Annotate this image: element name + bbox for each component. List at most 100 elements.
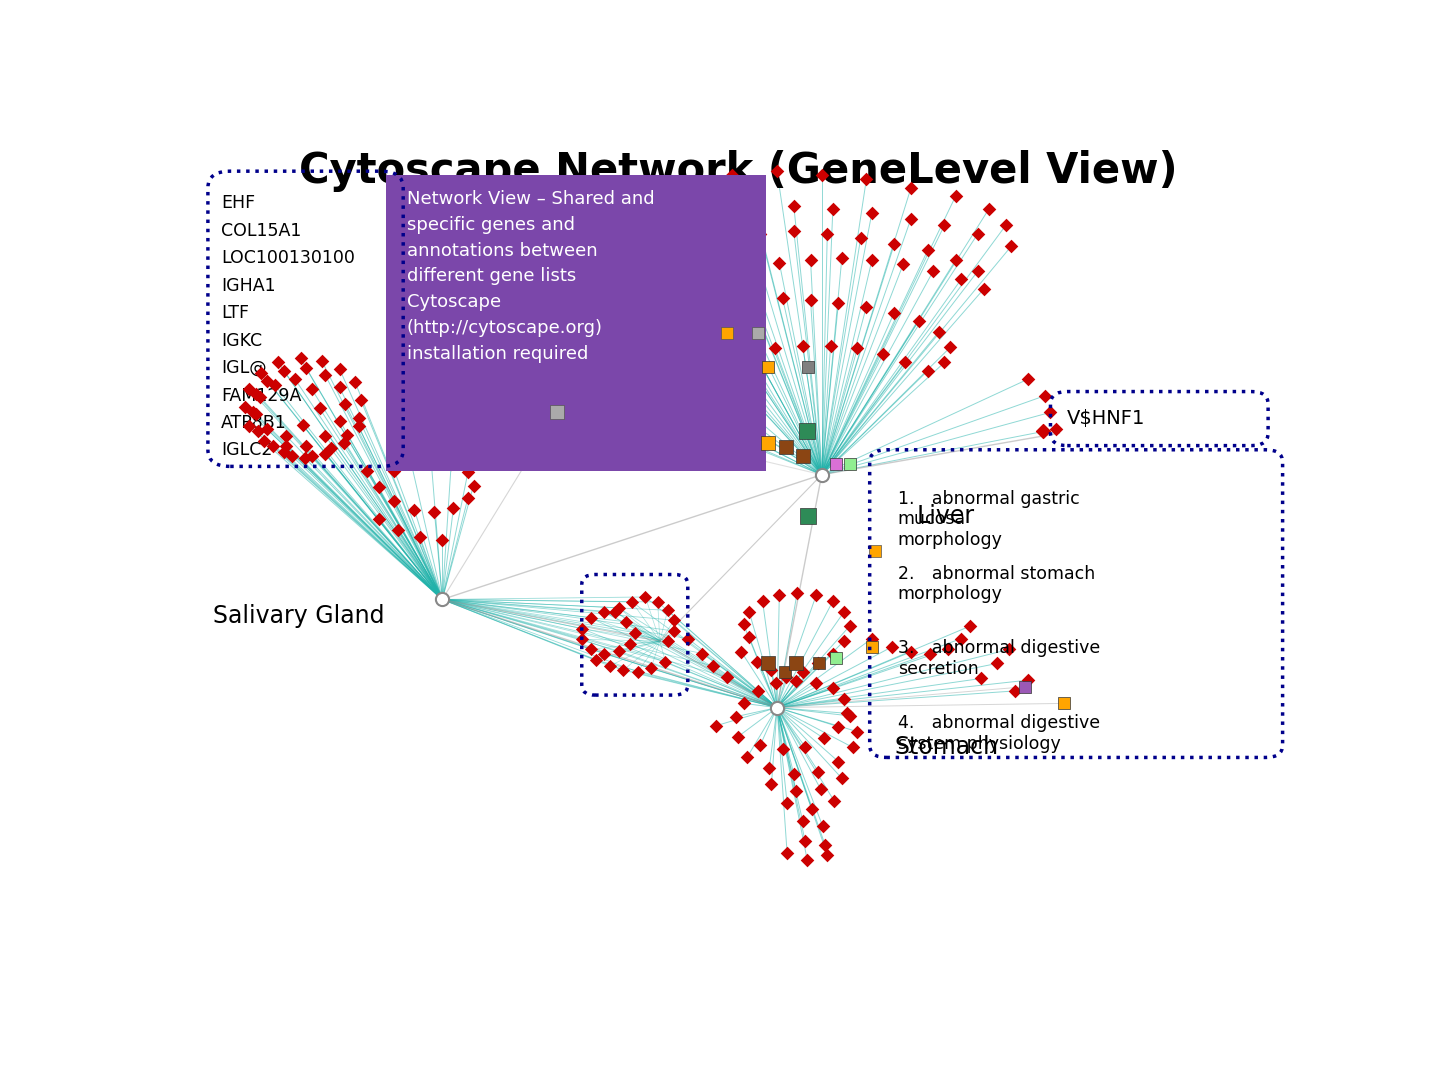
Point [815, 225, 838, 242]
Point [585, 651, 608, 669]
Point [796, 851, 819, 868]
Point [743, 291, 766, 308]
Point [838, 618, 861, 635]
Point [334, 395, 357, 413]
Point [831, 249, 854, 267]
Point [431, 531, 454, 549]
Point [985, 654, 1008, 672]
Point [814, 836, 837, 853]
Point [821, 200, 844, 217]
Point [255, 373, 278, 390]
Text: LOC100130100: LOC100130100 [222, 249, 356, 268]
Point [716, 294, 739, 311]
Text: Liver: Liver [917, 503, 975, 528]
Point [939, 339, 962, 356]
Point [907, 312, 930, 329]
Point [347, 418, 370, 435]
Point [825, 649, 848, 666]
Point [386, 522, 409, 539]
Point [799, 252, 822, 269]
Point [246, 422, 269, 440]
Point [796, 422, 819, 440]
Point [756, 434, 779, 451]
Point [736, 343, 759, 361]
Point [785, 654, 808, 672]
Point [615, 613, 638, 631]
Point [1014, 678, 1037, 696]
Point [423, 503, 446, 521]
Point [832, 690, 855, 707]
Point [314, 445, 337, 462]
Point [861, 204, 884, 221]
Point [399, 454, 422, 471]
Point [775, 438, 798, 456]
Text: 1. abnormal gastric
mucosa
morphology: 1. abnormal gastric mucosa morphology [897, 489, 1080, 550]
Point [927, 323, 950, 340]
Point [883, 303, 906, 321]
Point [737, 256, 760, 273]
Text: COL15A1: COL15A1 [222, 221, 301, 240]
Point [801, 800, 824, 818]
Point [746, 683, 769, 700]
Point [249, 389, 272, 406]
Point [677, 630, 700, 647]
Point [785, 782, 808, 799]
Point [933, 354, 956, 372]
Point [350, 391, 373, 408]
Point [786, 584, 809, 602]
Point [855, 171, 878, 188]
Point [919, 645, 942, 662]
Point [768, 254, 791, 271]
Point [665, 308, 688, 325]
Point [900, 179, 923, 197]
Text: Stomach: Stomach [894, 735, 998, 759]
Point [972, 281, 995, 298]
Point [252, 433, 275, 450]
Text: LTF: LTF [222, 305, 249, 322]
Point [261, 437, 284, 455]
Point [300, 447, 323, 464]
Point [811, 467, 834, 484]
Point [704, 204, 727, 221]
Point [356, 462, 379, 480]
Point [255, 420, 278, 437]
Point [336, 427, 359, 444]
Point [579, 640, 602, 658]
Text: 4. abnormal digestive
system physiology: 4. abnormal digestive system physiology [897, 714, 1100, 753]
Point [736, 748, 759, 766]
Point [1034, 387, 1057, 404]
Point [966, 225, 989, 242]
Point [916, 362, 939, 379]
Point [809, 781, 832, 798]
Point [624, 624, 647, 642]
Point [442, 499, 465, 516]
Point [648, 225, 671, 242]
Point [959, 618, 982, 635]
Point [732, 694, 755, 712]
Text: Network View – Shared and
specific genes and
annotations between
different gene : Network View – Shared and specific genes… [406, 190, 654, 363]
Point [737, 604, 760, 621]
Point [419, 451, 442, 469]
Point [727, 728, 750, 745]
Point [916, 242, 939, 259]
Point [462, 477, 485, 495]
Point [811, 818, 834, 835]
Point [651, 397, 674, 415]
Point [593, 645, 616, 662]
Point [752, 593, 775, 610]
Point [608, 599, 631, 617]
Point [383, 492, 406, 510]
Point [654, 653, 677, 671]
Point [746, 653, 769, 671]
Point [776, 795, 799, 812]
Point [291, 416, 314, 433]
Point [845, 723, 868, 740]
Point [775, 669, 798, 686]
Point [791, 813, 814, 831]
Point [871, 346, 894, 363]
Point [264, 376, 287, 393]
Point [1040, 404, 1063, 421]
Point [671, 213, 694, 230]
Text: EHF: EHF [222, 194, 255, 213]
Point [978, 200, 1001, 217]
